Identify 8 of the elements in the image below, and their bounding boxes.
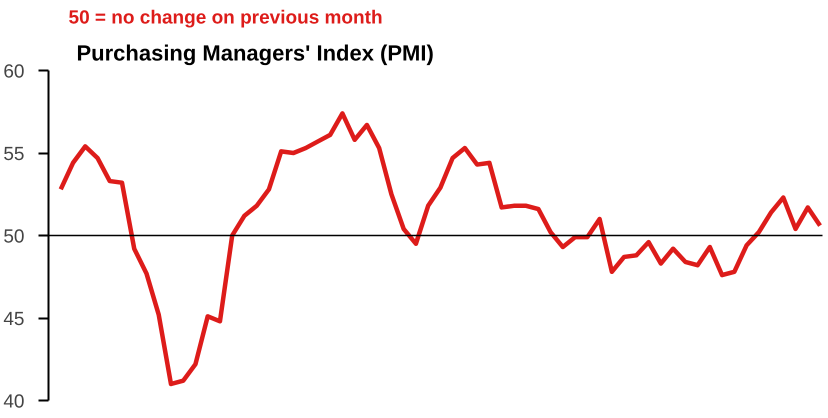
chart-title: Purchasing Managers' Index (PMI)	[76, 40, 434, 66]
text: 50 = no change on previous month	[68, 8, 383, 28]
y-tick-label: 45	[3, 309, 25, 330]
line-series	[58, 111, 822, 386]
y-tick-label: 55	[3, 144, 25, 165]
y-tick-label: 40	[3, 392, 25, 412]
y-tick-label: 60	[3, 62, 25, 82]
y-tick-label: 50	[3, 226, 25, 248]
